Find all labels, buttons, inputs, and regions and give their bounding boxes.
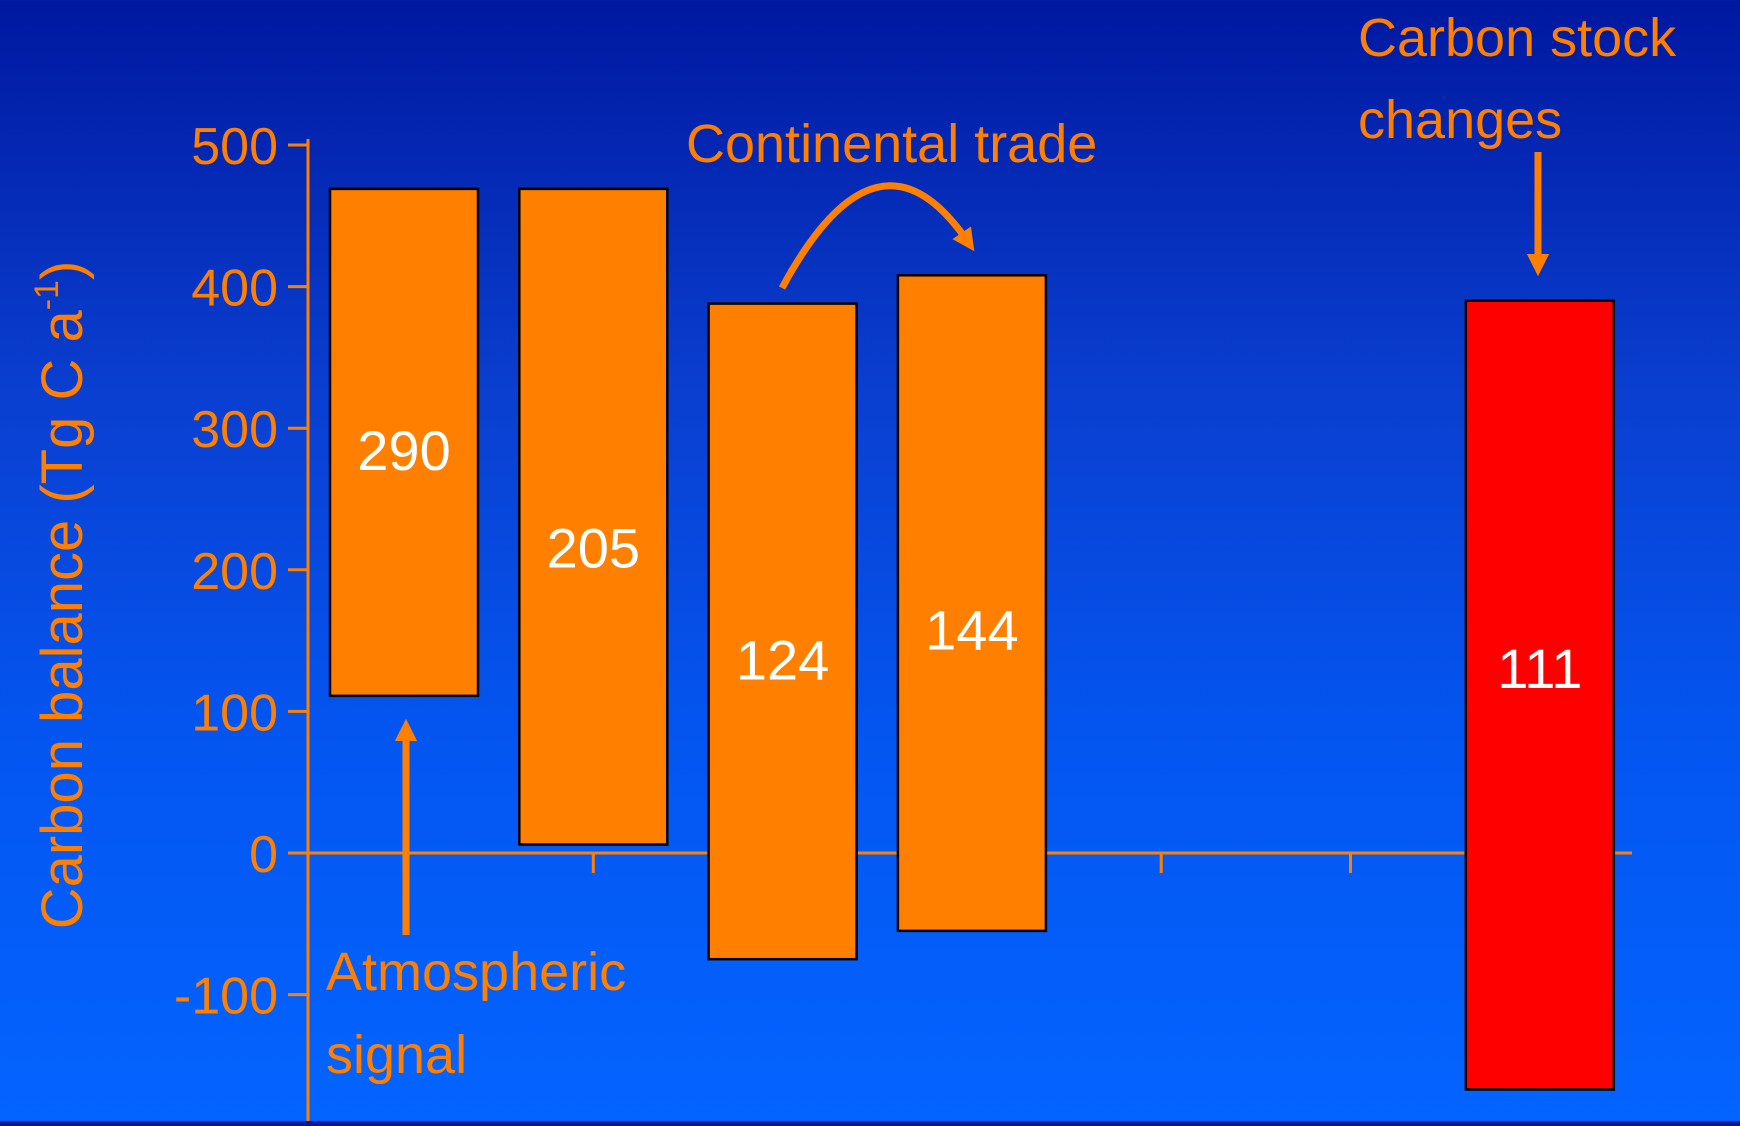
- bar-1: [328, 187, 480, 698]
- atmospheric-label-line2: signal: [326, 1025, 467, 1085]
- bar-value-label-1: 290: [357, 419, 450, 482]
- y-tick-label-0: 500: [191, 118, 278, 176]
- bar-2: [518, 187, 669, 846]
- y-tick-label-5: 0: [249, 826, 278, 884]
- bar-5: [1464, 299, 1616, 1091]
- bar-value-label-5: 111: [1497, 637, 1582, 700]
- y-axis-title: Carbon balance (Tg C a-1): [28, 261, 95, 930]
- bar-value-label-4: 144: [925, 599, 1018, 662]
- y-axis-title-main: Carbon balance (Tg C a: [30, 310, 95, 930]
- y-axis-title-close: ): [30, 261, 95, 280]
- y-tick-label-3: 200: [191, 543, 278, 601]
- atmospheric-label: Atmospheric signal: [326, 942, 641, 1085]
- bar-value-label-2: 205: [547, 517, 640, 580]
- bar-4: [896, 274, 1048, 933]
- y-tick-label-6: -100: [174, 968, 278, 1026]
- bar-3: [707, 302, 858, 961]
- y-tick-label-2: 300: [191, 401, 278, 459]
- bar-value-label-3: 124: [736, 628, 829, 691]
- continental-trade-label: Continental trade: [686, 114, 1097, 174]
- y-tick-label-4: 100: [191, 684, 278, 742]
- bars: 290 205 124 144 111: [328, 187, 1616, 1091]
- atmospheric-label-line1: Atmospheric: [326, 942, 626, 1002]
- carbon-stock-label-line2: changes: [1358, 90, 1562, 150]
- carbon-stock-label: Carbon stock changes: [1358, 8, 1691, 150]
- y-tick-label-1: 400: [191, 260, 278, 318]
- y-axis-title-superscript: -1: [28, 280, 66, 310]
- carbon-stock-label-line1: Carbon stock: [1358, 8, 1677, 68]
- continental-trade-arrow: [778, 182, 975, 290]
